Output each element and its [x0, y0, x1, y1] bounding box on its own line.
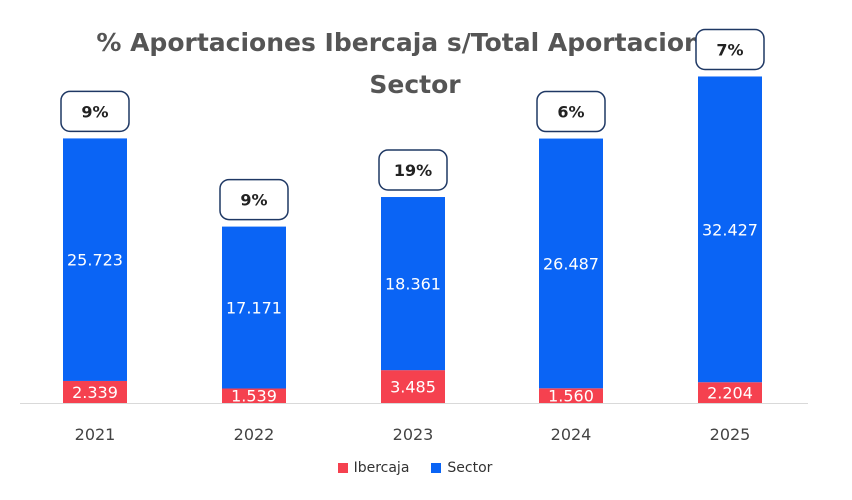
label-sector-2021: 25.723: [67, 251, 123, 270]
x-tick-label-2021: 2021: [75, 425, 116, 444]
label-ibercaja-2022: 1.539: [231, 387, 277, 406]
x-tick-label-2025: 2025: [710, 425, 751, 444]
chart-title: % Aportaciones Ibercaja s/Total Aportaci…: [0, 22, 830, 106]
label-ibercaja-2025: 2.204: [707, 384, 753, 403]
bar-ibercaja-2024: [539, 388, 603, 403]
bar-ibercaja-2021: [63, 380, 127, 403]
pct-label-2024: 6%: [557, 103, 584, 122]
bar-ibercaja-2022: [222, 388, 286, 403]
legend-label-sector: Sector: [447, 460, 493, 476]
legend: Ibercaja Sector: [0, 460, 830, 476]
label-sector-2023: 18.361: [385, 275, 441, 294]
chart-title-line-2: Sector: [369, 70, 461, 99]
legend-label-ibercaja: Ibercaja: [353, 460, 410, 476]
label-ibercaja-2023: 3.485: [390, 378, 436, 397]
bar-ibercaja-2023: [381, 370, 445, 403]
bar-sector-2024: [539, 138, 603, 389]
x-tick-label-2023: 2023: [393, 425, 434, 444]
pct-label-2021: 9%: [81, 102, 108, 121]
legend-item-ibercaja: Ibercaja: [337, 460, 410, 476]
label-sector-2025: 32.427: [702, 220, 758, 239]
legend-swatch-ibercaja: [337, 463, 348, 473]
label-sector-2024: 26.487: [543, 254, 599, 273]
pct-callout-2022: [219, 178, 289, 221]
x-tick-label-2022: 2022: [234, 425, 275, 444]
bar-sector-2021: [63, 138, 127, 381]
pct-callout-2025: [695, 28, 765, 71]
legend-swatch-sector: [431, 463, 442, 473]
pct-label-2023: 19%: [394, 161, 432, 180]
pct-callout-2023: [378, 149, 448, 191]
bar-sector-2022: [222, 226, 286, 389]
pct-label-2025: 7%: [716, 40, 743, 59]
label-ibercaja-2024: 1.560: [548, 387, 594, 406]
chart-title-line-1: % Aportaciones Ibercaja s/Total Aportaci…: [96, 28, 734, 57]
x-tick-label-2024: 2024: [551, 425, 592, 444]
bar-sector-2025: [698, 76, 762, 383]
pct-callout-2021: [60, 90, 130, 133]
label-ibercaja-2021: 2.339: [72, 383, 118, 402]
pct-callout-2024: [536, 90, 606, 133]
legend-item-sector: Sector: [431, 460, 492, 476]
label-sector-2022: 17.171: [226, 299, 282, 318]
bar-sector-2023: [381, 197, 445, 371]
bar-ibercaja-2025: [698, 382, 762, 403]
pct-label-2022: 9%: [240, 191, 267, 210]
